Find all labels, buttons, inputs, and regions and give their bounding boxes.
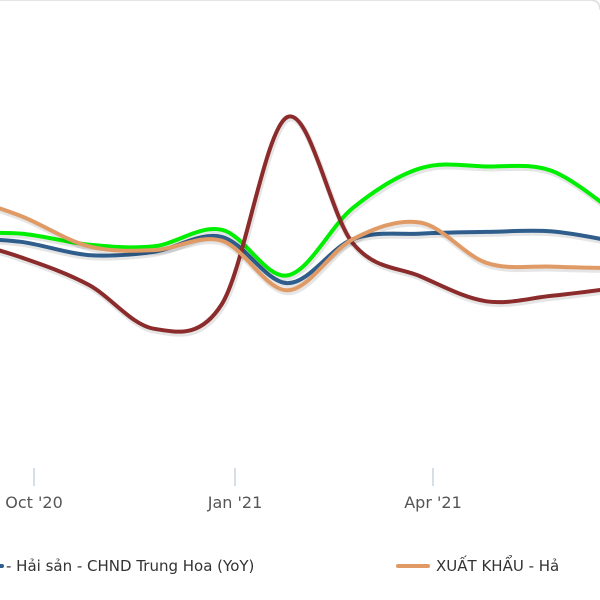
- series-2-shadow: [0, 163, 600, 281]
- x-tick-label-apr-21: Apr '21: [404, 493, 462, 512]
- legend-label-series-1[interactable]: - Hải sản - CHND Trung Hoa (YoY): [6, 557, 254, 575]
- series-layer: [0, 114, 600, 337]
- x-tick-label-jan-21: Jan '21: [207, 493, 263, 512]
- legend: - Hải sản - CHND Trung Hoa (YoY) XUẤT KH…: [0, 554, 559, 575]
- x-axis: Oct '20 Jan '21 Apr '21: [5, 468, 462, 512]
- chart-frame-border: [0, 0, 600, 11]
- series-1-line[interactable]: [0, 228, 600, 286]
- x-tick-label-oct-20: Oct '20: [5, 493, 63, 512]
- series-3-line[interactable]: [0, 114, 600, 334]
- series-1-shadow: [0, 229, 600, 289]
- series-4-line[interactable]: [0, 194, 600, 293]
- legend-label-series-2[interactable]: XUẤT KHẨU - Hả: [436, 554, 559, 575]
